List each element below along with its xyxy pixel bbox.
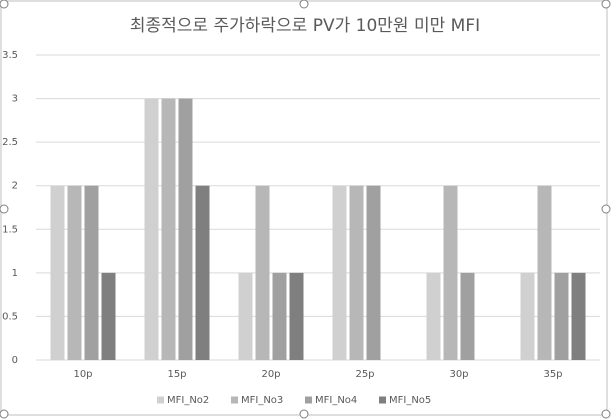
bar: [101, 272, 116, 360]
bar: [50, 185, 65, 360]
bar: [571, 272, 586, 360]
bar: [332, 185, 347, 360]
y-tick-label: 2: [12, 181, 18, 192]
bar: [161, 98, 176, 361]
bar: [520, 272, 535, 360]
x-tick-label: 35p: [543, 369, 562, 380]
bar: [67, 185, 82, 360]
y-tick-label: 3: [12, 94, 18, 105]
bar: [349, 185, 364, 360]
bar: [426, 272, 441, 360]
y-tick-label: 1: [12, 268, 18, 279]
x-tick-label: 10p: [73, 369, 92, 380]
y-tick-label: 3.5: [2, 50, 18, 61]
legend-swatch: [305, 396, 312, 404]
bar: [366, 185, 381, 360]
y-tick-label: 0.5: [2, 311, 18, 322]
y-tick-label: 0: [12, 355, 18, 366]
bar: [178, 98, 193, 361]
bar: [272, 272, 287, 360]
legend-label: MFI_No3: [241, 395, 283, 406]
bar: [195, 185, 210, 360]
chart-title: 최종적으로 주가하락으로 PV가 10만원 미만 MFI: [130, 16, 480, 36]
bar: [537, 185, 552, 360]
bar: [84, 185, 99, 360]
legend-label: MFI_No5: [389, 395, 431, 406]
bar: [289, 272, 304, 360]
legend-swatch: [157, 396, 164, 404]
x-tick-label: 20p: [261, 369, 280, 380]
legend-swatch: [379, 396, 386, 404]
y-tick-label: 2.5: [2, 137, 18, 148]
x-tick-label: 30p: [449, 369, 468, 380]
legend-label: MFI_No4: [315, 395, 357, 406]
bar: [255, 185, 270, 360]
bar: [144, 98, 159, 361]
bar: [443, 185, 458, 360]
y-tick-label: 1.5: [2, 224, 18, 235]
legend-label: MFI_No2: [167, 395, 209, 406]
x-tick-label: 15p: [167, 369, 186, 380]
x-tick-label: 25p: [355, 369, 374, 380]
bar: [554, 272, 569, 360]
bar: [460, 272, 475, 360]
legend-swatch: [231, 396, 238, 404]
bar: [238, 272, 253, 360]
